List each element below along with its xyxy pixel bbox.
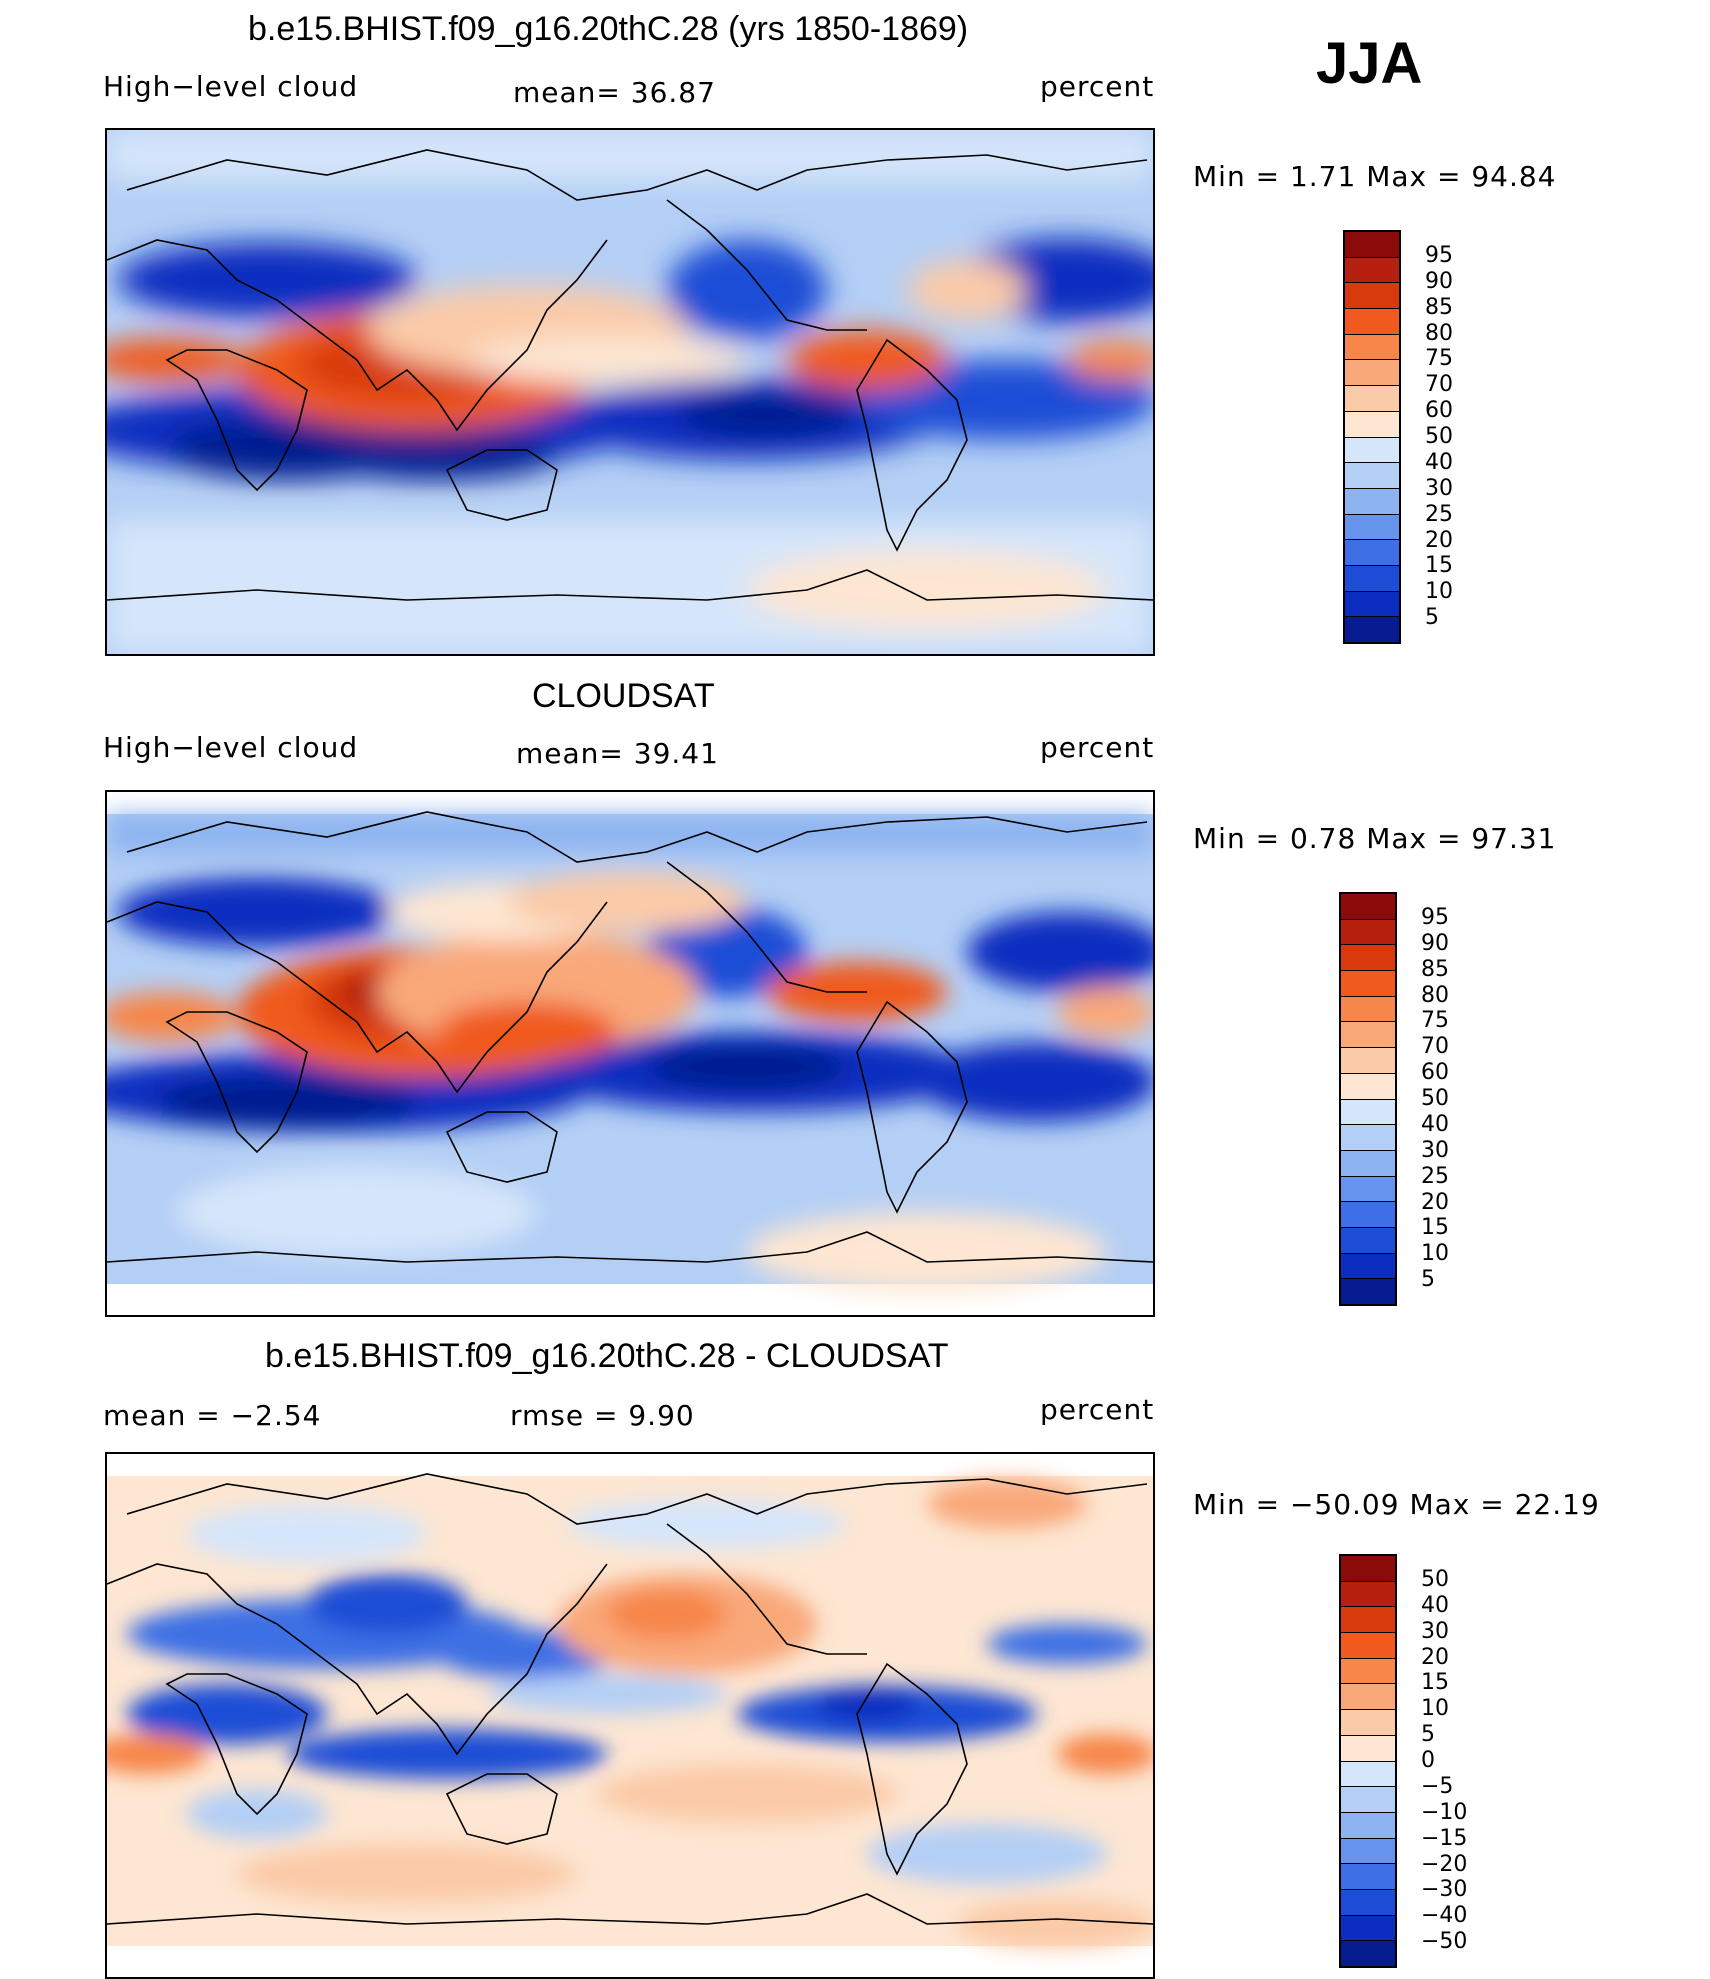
panel-1-variable-label: High−level cloud [103,70,359,103]
panel-3-mean-label: mean = −2.54 [103,1399,322,1432]
panel-1-colorbar-tick-label: 60 [1425,398,1453,424]
panel-3-colorbar [1339,1554,1397,1968]
panel-1-colorbar-tick-label: 75 [1425,346,1453,372]
panel-2-variable-label: High−level cloud [103,731,359,764]
panel-1-mean-label: mean= 36.87 [513,76,716,109]
panel-1-colorbar-tick-label: 30 [1425,475,1453,501]
panel-2-colorbar-tick-label: 5 [1421,1267,1435,1293]
panel-2-mean-label: mean= 39.41 [516,737,719,770]
panel-3-colorbar-tick-label: 20 [1421,1644,1449,1670]
panel-3-colorbar-tick-label: 15 [1421,1670,1449,1696]
panel-3-units-label: percent [1040,1393,1155,1426]
panel-2-colorbar-tick-label: 30 [1421,1137,1449,1163]
panel-1-units-label: percent [1040,70,1155,103]
panel-2-colorbar-tick-label: 75 [1421,1008,1449,1034]
panel-1-colorbar-tick-label: 15 [1425,553,1453,579]
panel-1-title: b.e15.BHIST.f09_g16.20thC.28 (yrs 1850-1… [248,10,969,48]
panel-1-colorbar-tick-label: 20 [1425,527,1453,553]
panel-1-colorbar-tick-label: 40 [1425,449,1453,475]
panel-2-colorbar [1339,892,1397,1306]
panel-3-colorbar-tick-label: −30 [1421,1877,1468,1903]
panel-3-colorbar-tick-label: 5 [1421,1722,1435,1748]
panel-1-map [105,128,1155,656]
panel-2-colorbar-tick-label: 60 [1421,1060,1449,1086]
panel-2-colorbar-tick-label: 70 [1421,1034,1449,1060]
panel-3-map [105,1452,1155,1979]
panel-2-colorbar-tick-label: 15 [1421,1215,1449,1241]
panel-2-contour-field [107,792,1153,1315]
panel-2-units-label: percent [1040,731,1155,764]
panel-2-colorbar-tick-label: 40 [1421,1111,1449,1137]
panel-3-colorbar-tick-label: −40 [1421,1903,1468,1929]
panel-1-coastlines [107,149,1153,601]
panel-1-colorbar-tick-label: 5 [1425,605,1439,631]
panel-3-colorbar-tick-label: −20 [1421,1851,1468,1877]
panel-3-colorbar-tick-label: −15 [1421,1825,1468,1851]
panel-3-colorbar-tick-label: −50 [1421,1929,1468,1955]
panel-3-contour-field [107,1454,1153,1977]
panel-3-colorbar-tick-label: 50 [1421,1566,1449,1592]
panel-2-colorbar-tick-label: 95 [1421,904,1449,930]
panel-1-colorbar-tick-label: 85 [1425,294,1453,320]
panel-2-coastlines [107,811,1153,1263]
panel-2-minmax: Min = 0.78 Max = 97.31 [1193,822,1557,855]
panel-3-colorbar-tick-label: 30 [1421,1618,1449,1644]
panel-2-colorbar-tick-label: 50 [1421,1086,1449,1111]
panel-2-colorbar-tick-label: 25 [1421,1163,1449,1189]
panel-3-coastlines [107,1473,1153,1925]
panel-3-colorbar-tick-label: 10 [1421,1696,1449,1722]
panel-1-colorbar-tick-label: 95 [1425,242,1453,268]
panel-3-colorbar-tick-label: −5 [1421,1773,1454,1799]
panel-1-colorbar-tick-label: 10 [1425,579,1453,605]
panel-1-colorbar-tick-label: 25 [1425,501,1453,527]
panel-3-colorbar-tick-label: 0 [1421,1748,1435,1773]
panel-1-colorbar-tick-label: 90 [1425,268,1453,294]
season-label: JJA [1316,31,1423,96]
panel-3-title: b.e15.BHIST.f09_g16.20thC.28 - CLOUDSAT [265,1337,949,1375]
panel-2-colorbar-tick-label: 85 [1421,956,1449,982]
panel-2-title: CLOUDSAT [532,677,715,715]
panel-2-colorbar-tick-label: 10 [1421,1241,1449,1267]
panel-3-colorbar-tick-label: −10 [1421,1799,1468,1825]
panel-3-minmax: Min = −50.09 Max = 22.19 [1193,1488,1600,1521]
panel-3-rmse-label: rmse = 9.90 [510,1399,695,1432]
panel-1-colorbar-tick-label: 70 [1425,372,1453,398]
panel-1-colorbar-tick-label: 50 [1425,424,1453,449]
panel-1-colorbar-tick-label: 80 [1425,320,1453,346]
panel-2-colorbar-tick-label: 90 [1421,930,1449,956]
panel-2-colorbar-tick-label: 80 [1421,982,1449,1008]
panel-3-colorbar-tick-label: 40 [1421,1592,1449,1618]
panel-2-map [105,790,1155,1317]
panel-1-colorbar [1343,230,1401,644]
panel-1-minmax: Min = 1.71 Max = 94.84 [1193,160,1557,193]
panel-1-contour-field [107,130,1153,654]
panel-2-colorbar-tick-label: 20 [1421,1189,1449,1215]
